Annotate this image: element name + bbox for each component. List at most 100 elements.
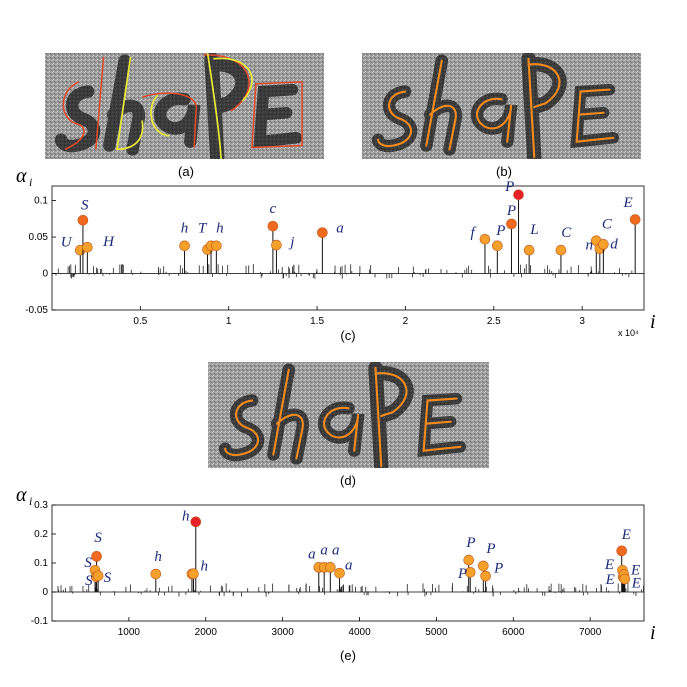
marker-label: j <box>288 235 294 251</box>
axes-frame <box>51 185 645 311</box>
marker-label: P <box>465 535 475 551</box>
xtick-label: 0.5 <box>133 316 147 327</box>
xtick-label: 3000 <box>272 627 295 638</box>
marker-label: a <box>332 542 340 558</box>
shape-letters-b <box>378 59 613 157</box>
coefficient-marker <box>478 560 489 572</box>
marker-label: h <box>200 558 208 574</box>
caption-c: (c) <box>340 328 356 343</box>
marker-label: S <box>104 570 112 586</box>
coefficient-marker <box>82 241 93 253</box>
coefficient-marker <box>480 570 491 582</box>
ytick-label: 0.1 <box>34 558 48 569</box>
coefficient-marker <box>506 218 517 230</box>
caption-e: (e) <box>340 648 356 663</box>
marker-label: E <box>604 557 614 573</box>
ytick-label: 0.1 <box>34 196 48 207</box>
marker-label: S <box>81 197 89 213</box>
marker-label: C <box>602 216 613 232</box>
ytick-label: 0.2 <box>34 529 48 540</box>
coefficient-marker <box>479 233 491 245</box>
xtick-label: 2 <box>403 316 409 327</box>
marker-label: P <box>457 566 467 582</box>
coefficient-marker <box>334 567 345 579</box>
coefficient-marker <box>150 568 162 580</box>
coefficient-marker <box>188 568 199 580</box>
marker-label: a <box>308 547 316 563</box>
coefficient-marker <box>77 214 89 226</box>
marker-label: P <box>485 541 495 557</box>
coefficient-marker <box>317 227 328 238</box>
xtick-label: 4000 <box>348 627 371 638</box>
xtick-label: 2000 <box>195 627 218 638</box>
coefficient-marker <box>91 551 102 562</box>
ylabel-subscript: i <box>29 175 32 189</box>
marker-label: E <box>623 195 633 211</box>
xlabel-i: i <box>650 311 656 333</box>
marker-label: P <box>504 179 514 195</box>
coefficient-marker <box>513 189 524 201</box>
ylabel-alpha: α <box>16 165 27 187</box>
ylabel-subscript: i <box>29 494 32 508</box>
marker-label: f <box>470 225 476 241</box>
marker-label: a <box>336 221 344 237</box>
marker-label: E <box>631 576 641 592</box>
coefficient-marker <box>325 562 336 573</box>
coefficient-marker <box>211 240 222 252</box>
coefficient-marker <box>271 239 282 251</box>
coefficient-marker <box>463 554 475 566</box>
x-multiplier: x 10⁴ <box>618 328 639 338</box>
marker-label: h <box>154 549 162 565</box>
coefficient-marker <box>555 244 567 256</box>
caption-d: (d) <box>340 473 356 488</box>
marker-label: P <box>506 203 516 219</box>
marker-label: C <box>561 225 572 241</box>
marker-label: P <box>493 561 503 577</box>
coefficient-marker <box>92 570 104 582</box>
xtick-label: 1000 <box>118 627 141 638</box>
xtick-label: 7000 <box>579 627 602 638</box>
coefficient-marker <box>464 566 476 578</box>
image-panel-a <box>45 53 324 159</box>
ytick-label: -0.1 <box>31 616 49 627</box>
shape-letters-a <box>61 53 302 159</box>
ytick-label: -0.05 <box>25 305 48 316</box>
marker-label: a <box>320 542 328 558</box>
shape-letters-d <box>225 368 460 466</box>
marker-label: h <box>181 221 189 237</box>
marker-label: S <box>84 555 92 571</box>
marker-label: h <box>182 508 190 524</box>
marker-label: h <box>216 221 224 237</box>
coefficient-marker <box>616 545 628 557</box>
marker-label: L <box>529 222 538 238</box>
xtick-label: 2.5 <box>487 316 501 327</box>
marker-label: S <box>85 573 93 589</box>
coefficient-marker <box>179 240 190 252</box>
xtick-label: 5000 <box>425 627 448 638</box>
chart-e: -0.1 0 0.1 0.2 0.3 1000 2000 3000 4000 5000 6000 70… <box>16 484 656 644</box>
xlabel-i: i <box>650 622 656 644</box>
xtick-label: 1 <box>226 316 232 327</box>
coefficient-marker <box>619 573 631 585</box>
marker-label: U <box>61 235 73 251</box>
marker-label: P <box>495 223 505 239</box>
xtick-label: 3 <box>579 316 585 327</box>
ytick-label: 0.05 <box>29 232 49 243</box>
ytick-label: 0 <box>42 269 48 280</box>
marker-label: E <box>630 563 640 579</box>
marker-label: S <box>94 530 102 546</box>
ylabel-alpha: α <box>16 484 27 506</box>
ytick-label: 0.3 <box>34 500 48 511</box>
xtick-label: 1.5 <box>310 316 324 327</box>
marker-label: E <box>605 572 615 588</box>
coefficient-marker <box>523 244 535 256</box>
coefficient-marker <box>267 220 279 232</box>
image-panel-b <box>362 53 641 159</box>
marker-label: c <box>270 201 277 217</box>
coefficient-marker <box>629 214 641 225</box>
marker-label: E <box>621 527 631 543</box>
caption-a: (a) <box>178 164 194 179</box>
xtick-label: 6000 <box>502 627 525 638</box>
